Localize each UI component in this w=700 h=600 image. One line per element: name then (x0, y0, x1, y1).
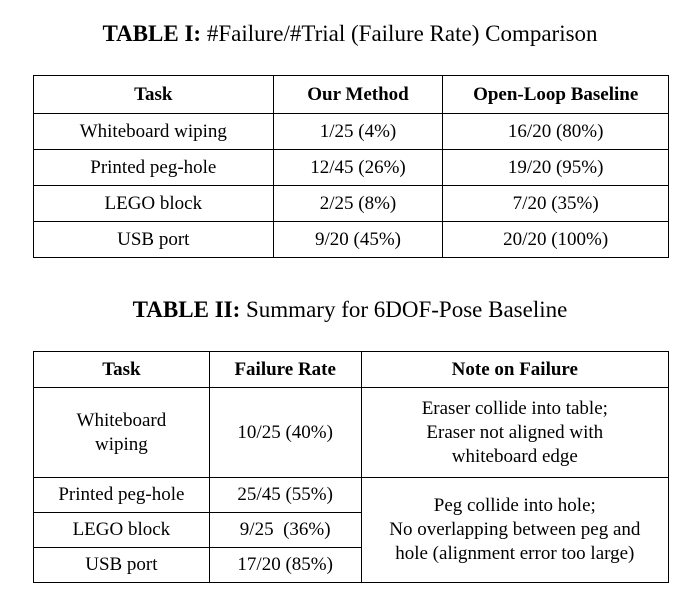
table1-cell-our-method: 1/25 (4%) (272, 113, 444, 150)
note-line: hole (alignment error too large) (395, 543, 635, 564)
table1-caption-text: #Failure/#Trial (Failure Rate) Compariso… (206, 21, 598, 46)
table-row: LEGO block 2/25 (8%) 7/20 (35%) (33, 185, 669, 222)
table2: Task Failure Rate Note on Failure Whiteb… (33, 351, 670, 583)
table-row: USB port 9/20 (45%) 20/20 (100%) (33, 221, 669, 258)
table2-cell-rate: 25/45 (55%) (208, 477, 362, 513)
table2-cell-note: Eraser collide into table; Eraser not al… (360, 387, 670, 478)
table2-cell-rate: 10/25 (40%) (208, 387, 362, 478)
note-line: whiteboard edge (451, 445, 578, 467)
note-line: Peg collide into hole; (433, 495, 596, 516)
table1-cell-task: USB port (33, 221, 274, 258)
table2-cell-task: USB port (33, 547, 210, 583)
task-line: Whiteboard (76, 409, 167, 431)
table2-cell-shared-note: Peg collide into hole; No overlapping be… (360, 477, 670, 583)
table1-cell-baseline: 20/20 (100%) (442, 221, 669, 258)
table2-caption-label: TABLE II: (132, 297, 241, 322)
table2-header-failure-rate: Failure Rate (208, 351, 362, 388)
note-line: Eraser collide into table; (421, 397, 608, 419)
table1-cell-our-method: 9/20 (45%) (272, 221, 444, 258)
table1: Task Our Method Open-Loop Baseline White… (33, 75, 669, 258)
note-line: No overlapping between peg and (389, 519, 641, 540)
table1-caption: TABLE I: #Failure/#Trial (Failure Rate) … (0, 20, 700, 48)
table1-cell-baseline: 7/20 (35%) (442, 185, 669, 222)
table1-cell-baseline: 19/20 (95%) (442, 149, 669, 186)
table2-cell-rate: 9/25 (36%) (208, 512, 362, 548)
table2-header-note: Note on Failure (360, 351, 670, 388)
table-row: LEGO block 9/25 (36%) (33, 512, 669, 548)
table1-header-row: Task Our Method Open-Loop Baseline (33, 75, 669, 114)
table2-caption-text: Summary for 6DOF-Pose Baseline (246, 297, 568, 322)
table1-cell-task: LEGO block (33, 185, 274, 222)
table-row: Whiteboard wiping 10/25 (40%) Eraser col… (33, 387, 670, 478)
table2-cell-task: LEGO block (33, 512, 210, 548)
table2-header-row: Task Failure Rate Note on Failure (33, 351, 670, 388)
table-row: USB port 17/20 (85%) (33, 547, 669, 583)
table1-cell-baseline: 16/20 (80%) (442, 113, 669, 150)
task-line: wiping (94, 433, 148, 455)
table1-cell-our-method: 12/45 (26%) (272, 149, 444, 186)
table2-caption: TABLE II: Summary for 6DOF-Pose Baseline (0, 296, 700, 324)
table2-cell-task: Printed peg-hole (33, 477, 210, 513)
table1-cell-task: Whiteboard wiping (33, 113, 274, 150)
table1-caption-label: TABLE I: (102, 21, 202, 46)
table1-cell-our-method: 2/25 (8%) (272, 185, 444, 222)
table1-header-our-method: Our Method (272, 75, 444, 114)
table2-cell-task: Whiteboard wiping (33, 387, 210, 478)
table-row: Printed peg-hole 25/45 (55%) Peg collide… (33, 477, 670, 583)
note-line: Eraser not aligned with (426, 421, 604, 443)
table2-header-task: Task (33, 351, 210, 388)
table-row: Whiteboard wiping 1/25 (4%) 16/20 (80%) (33, 113, 669, 150)
table1-header-task: Task (33, 75, 274, 114)
table2-cell-rate: 17/20 (85%) (208, 547, 362, 583)
table-row: Printed peg-hole 12/45 (26%) 19/20 (95%) (33, 149, 669, 186)
table1-header-baseline: Open-Loop Baseline (442, 75, 669, 114)
table1-cell-task: Printed peg-hole (33, 149, 274, 186)
